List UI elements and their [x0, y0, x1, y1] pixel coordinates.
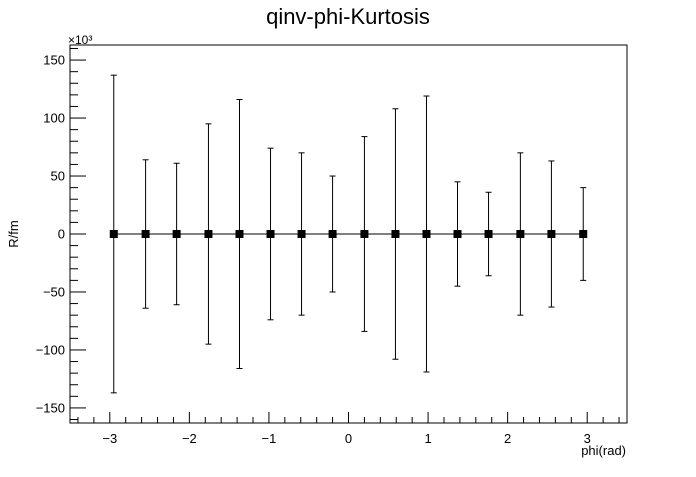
data-point-marker [484, 230, 493, 238]
x-tick-label: 0 [345, 431, 352, 446]
y-tick-label: −150 [36, 400, 65, 415]
data-point-marker [297, 230, 306, 238]
y-tick-label: 100 [43, 111, 65, 126]
data-point-marker [547, 230, 556, 238]
y-tick-label: 150 [43, 53, 65, 68]
x-tick-label: 1 [424, 431, 431, 446]
x-tick-label: −2 [182, 431, 197, 446]
data-point-marker [516, 230, 525, 238]
y-tick-label: 50 [51, 169, 65, 184]
y-axis-label: R/fm [6, 220, 21, 247]
data-point-marker [579, 230, 588, 238]
y-tick-label: 0 [58, 227, 65, 242]
data-point-marker [391, 230, 400, 238]
data-point-marker [204, 230, 213, 238]
data-point-marker [109, 230, 118, 238]
chart-title: qinv-phi-Kurtosis [266, 4, 430, 29]
x-tick-label: −1 [262, 431, 277, 446]
data-point-marker [172, 230, 181, 238]
data-point-marker [360, 230, 369, 238]
data-point-marker [266, 230, 275, 238]
axes: −3 −2 −1 0 1 2 3 −150 −100 −50 0 50 100 150 [36, 47, 620, 446]
data-point-marker [141, 230, 150, 238]
y-tick-label: −100 [36, 342, 65, 357]
data-point-marker [453, 230, 462, 238]
x-tick-label: −3 [102, 431, 117, 446]
data-point-marker [422, 230, 431, 238]
x-tick-label: 2 [504, 431, 511, 446]
data-series [109, 74, 588, 394]
data-point-marker [328, 230, 337, 238]
x-axis-label: phi(rad) [581, 443, 626, 458]
y-tick-label: −50 [43, 284, 65, 299]
x-tick-label: 3 [584, 431, 591, 446]
data-point-marker [235, 230, 244, 238]
y-axis-exponent-label: ×10³ [68, 33, 92, 47]
